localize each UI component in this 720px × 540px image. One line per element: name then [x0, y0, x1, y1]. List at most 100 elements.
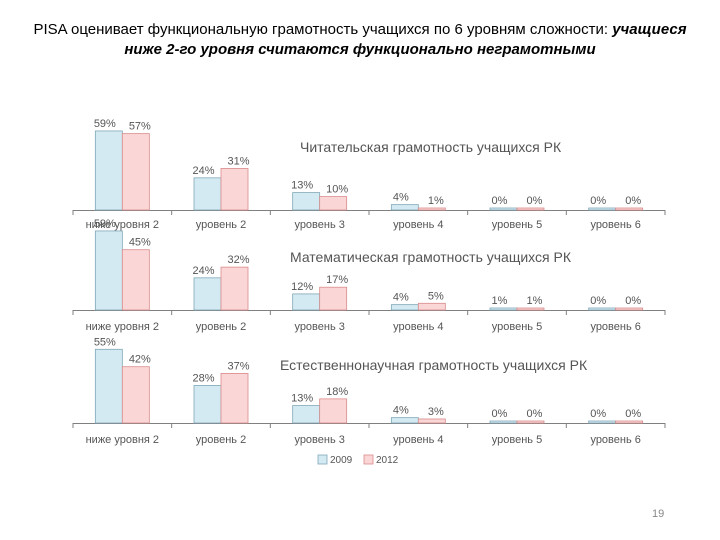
- chart2-data-label-2012: 0%: [625, 295, 641, 307]
- chart1-category-label: уровень 6: [590, 219, 640, 231]
- chart1-category-label: уровень 5: [492, 219, 542, 231]
- chart1-category-label: ниже уровня 2: [86, 219, 159, 231]
- chart1-category-label: уровень 2: [196, 219, 246, 231]
- chart2-bar-2012: [121, 249, 150, 311]
- chart3-data-label-2009: 0%: [492, 408, 508, 420]
- chart1-data-label-2009: 59%: [94, 118, 116, 130]
- chart3-data-label-2009: 0%: [590, 408, 606, 420]
- chart2-category-label: уровень 6: [590, 321, 640, 333]
- chart1-bar-2012: [220, 168, 249, 211]
- chart2-bar-2009: [588, 307, 617, 311]
- chart3-bar-2012: [319, 398, 348, 424]
- chart2-data-label-2009: 4%: [393, 292, 409, 304]
- legend-label-2009: 2009: [330, 455, 353, 466]
- chart3-bar-2012: [516, 420, 545, 424]
- chart1-bar-2009: [94, 130, 123, 211]
- chart1-data-label-2009: 13%: [291, 180, 313, 192]
- chart1-category-label: уровень 3: [294, 219, 344, 231]
- chart1-data-label-2012: 10%: [326, 184, 348, 196]
- chart3-data-label-2012: 0%: [527, 408, 543, 420]
- chart1-bar-2012: [615, 207, 644, 211]
- chart3-bar-2012: [220, 373, 249, 424]
- chart1-category-label: уровень 4: [393, 219, 443, 231]
- chart3-category-label: уровень 4: [393, 434, 443, 446]
- chart2-data-label-2012: 1%: [527, 295, 543, 307]
- chart3-bar-2009: [292, 405, 321, 424]
- chart2-category-label: уровень 5: [492, 321, 542, 333]
- chart1-bar-2009: [390, 204, 419, 211]
- chart3-data-label-2012: 3%: [428, 406, 444, 418]
- chart3-bar-2009: [588, 420, 617, 424]
- chart2-title: Математическая грамотность учащихся РК: [290, 249, 572, 265]
- legend-swatch-2009: [317, 454, 328, 465]
- chart2-bar-2012: [319, 286, 348, 311]
- chart2-bar-2009: [94, 230, 123, 311]
- slide-title-plain: PISA оценивает функциональную грамотност…: [33, 21, 613, 38]
- chart2-data-label-2009: 24%: [192, 265, 214, 277]
- chart3-bar-2009: [94, 348, 123, 424]
- chart2-data-label-2009: 12%: [291, 281, 313, 293]
- chart2-bar-2012: [615, 307, 644, 311]
- chart3-data-label-2009: 55%: [94, 336, 116, 348]
- chart1-bar-2012: [417, 207, 446, 211]
- chart1-data-label-2012: 0%: [625, 195, 641, 207]
- chart1-data-label-2009: 0%: [590, 195, 606, 207]
- chart2-category-label: ниже уровня 2: [86, 321, 159, 333]
- chart2-bar-2009: [193, 277, 222, 311]
- chart1-bar-2009: [193, 177, 222, 211]
- chart3-bar-2009: [489, 420, 518, 424]
- chart2-data-label-2009: 59%: [94, 218, 116, 230]
- chart3-bar-2009: [390, 417, 419, 424]
- chart2-bar-2009: [489, 307, 518, 311]
- chart1-data-label-2012: 31%: [227, 155, 249, 167]
- chart1-data-label-2012: 57%: [129, 121, 151, 133]
- chart3-data-label-2009: 28%: [192, 372, 214, 384]
- chart2-data-label-2009: 1%: [492, 295, 508, 307]
- chart3-category-label: ниже уровня 2: [86, 434, 159, 446]
- chart3-data-label-2009: 4%: [393, 405, 409, 417]
- chart1-bar-2012: [319, 196, 348, 211]
- chart2-category-label: уровень 2: [196, 321, 246, 333]
- chart3-bar-2012: [417, 418, 446, 424]
- chart3-data-label-2009: 13%: [291, 393, 313, 405]
- chart2-data-label-2012: 5%: [428, 290, 444, 302]
- chart1-data-label-2009: 4%: [393, 192, 409, 204]
- chart2-bar-2009: [390, 304, 419, 311]
- chart3-bar-2009: [193, 385, 222, 424]
- chart3-data-label-2012: 18%: [326, 386, 348, 398]
- legend-label-2012: 2012: [376, 455, 399, 466]
- chart2-category-label: уровень 3: [294, 321, 344, 333]
- chart3-bar-2012: [615, 420, 644, 424]
- chart2-category-label: уровень 4: [393, 321, 443, 333]
- chart3-data-label-2012: 37%: [227, 360, 249, 372]
- chart2-data-label-2012: 17%: [326, 274, 348, 286]
- chart1-bar-2012: [516, 207, 545, 211]
- chart3-data-label-2012: 42%: [129, 354, 151, 366]
- chart3-category-label: уровень 3: [294, 434, 344, 446]
- page-number: 19: [652, 508, 665, 520]
- chart3-data-label-2012: 0%: [625, 408, 641, 420]
- chart1-bar-2009: [588, 207, 617, 211]
- chart2-bar-2012: [417, 302, 446, 311]
- chart1-title: Читательская грамотность учащихся РК: [300, 139, 562, 155]
- chart3-bar-2012: [121, 366, 150, 424]
- chart1-bar-2009: [489, 207, 518, 211]
- chart1-data-label-2012: 1%: [428, 195, 444, 207]
- chart3-title: Естественнонаучная грамотность учащихся …: [280, 357, 588, 373]
- chart2-bar-2009: [292, 293, 321, 311]
- slide-title-emphasis: учащиеся ниже 2-го уровня считаются функ…: [124, 21, 687, 58]
- chart3-category-label: уровень 6: [590, 434, 640, 446]
- slide-title: PISA оценивает функциональную грамотност…: [20, 20, 700, 60]
- chart1-data-label-2009: 24%: [192, 165, 214, 177]
- chart1-data-label-2012: 0%: [527, 195, 543, 207]
- chart1-data-label-2009: 0%: [492, 195, 508, 207]
- chart2-data-label-2012: 45%: [129, 237, 151, 249]
- chart2-data-label-2009: 0%: [590, 295, 606, 307]
- chart3-category-label: уровень 5: [492, 434, 542, 446]
- chart2-data-label-2012: 32%: [227, 254, 249, 266]
- chart1-bar-2012: [121, 133, 150, 211]
- legend-swatch-2012: [363, 454, 374, 465]
- chart2-bar-2012: [220, 266, 249, 311]
- chart1-bar-2009: [292, 192, 321, 211]
